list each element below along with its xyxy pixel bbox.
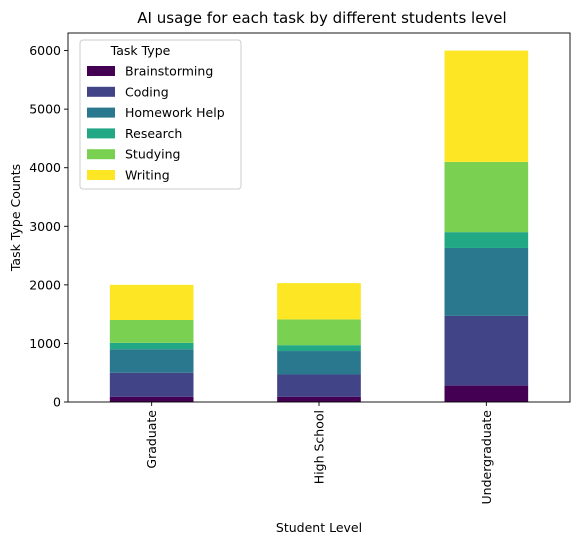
legend: Task Type Brainstorming Coding Homework Hel… [79, 39, 242, 190]
legend-label: Studying [125, 147, 180, 162]
bar-graduate-homework-help [109, 349, 194, 373]
bar-undergraduate-homework-help [444, 247, 529, 316]
bar-high-school-studying [277, 319, 361, 346]
bar-high-school-homework-help [277, 351, 361, 375]
legend-swatch [87, 170, 115, 180]
bar-graduate-brainstorming [109, 396, 194, 402]
y-axis: 0 1000 2000 3000 4000 5000 6000 [29, 43, 68, 410]
legend-box [79, 39, 242, 190]
plot-frame [67, 32, 571, 403]
x-axis: Graduate High School Undergraduate [144, 402, 494, 504]
y-tick-label: 0 [53, 395, 61, 410]
legend-swatch [87, 107, 115, 118]
bar-undergraduate-brainstorming [444, 385, 529, 402]
bar-graduate-writing [109, 284, 194, 320]
y-tick-label: 6000 [29, 43, 61, 58]
legend-title: Task Type [110, 43, 171, 58]
chart-title: AI usage for each task by different stud… [137, 9, 506, 27]
legend-label: Research [125, 126, 182, 141]
y-tick-label: 4000 [29, 160, 61, 175]
bar-high-school-research [277, 345, 361, 352]
bar-undergraduate-writing [444, 50, 529, 162]
legend-swatch [87, 149, 115, 160]
bars-group [109, 50, 529, 402]
legend-label: Writing [125, 168, 170, 183]
x-tick-label: High School [312, 410, 327, 484]
bar-high-school-writing [277, 283, 361, 320]
bar-high-school-brainstorming [277, 396, 361, 402]
x-axis-label: Student Level [276, 520, 362, 535]
legend-swatch [87, 66, 115, 76]
bar-undergraduate-research [444, 232, 529, 248]
bar-graduate-research [109, 342, 194, 350]
y-tick-label: 5000 [29, 102, 61, 117]
y-tick-label: 1000 [29, 336, 61, 351]
bar-graduate-coding [109, 372, 194, 397]
bar-undergraduate-coding [444, 315, 529, 386]
legend-label: Coding [125, 84, 169, 99]
bar-high-school-coding [277, 374, 361, 397]
legend-label: Brainstorming [125, 64, 213, 79]
y-tick-label: 3000 [29, 219, 61, 234]
legend-swatch [87, 86, 115, 97]
x-tick-label: Undergraduate [479, 410, 494, 505]
x-tick-label: Graduate [144, 410, 159, 469]
legend-swatch [87, 128, 115, 139]
bar-undergraduate-studying [444, 161, 529, 233]
legend-label: Homework Help [125, 105, 225, 120]
y-tick-label: 2000 [29, 277, 61, 292]
bar-graduate-studying [109, 320, 194, 343]
y-axis-label: Task Type Counts [8, 164, 23, 272]
